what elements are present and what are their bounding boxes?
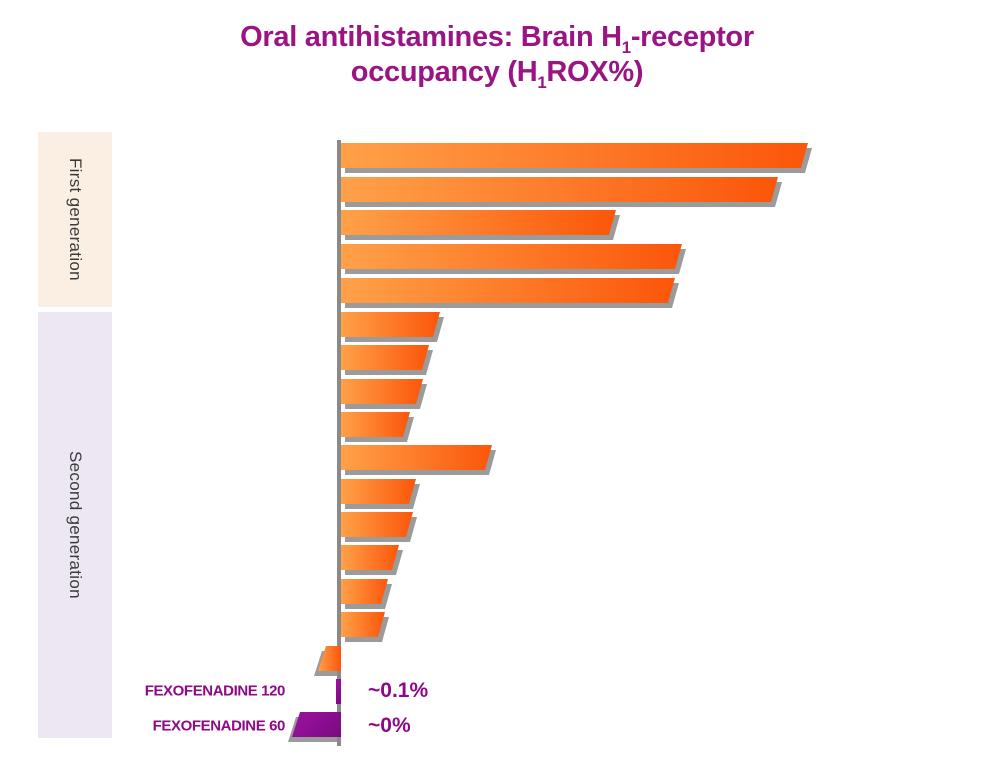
title-line-1-text: Oral antihistamines: Brain H [240,21,622,53]
bar-row-12 [341,512,413,537]
title-subscript-2: 1 [537,72,547,92]
annotation-label-fexofenadine-60: FEXOFENADINE 60 [152,717,286,735]
bar-row-5 [341,278,675,303]
bar-row-6 [341,312,440,337]
bar-row-8 [341,379,423,404]
bar-row-7 [341,345,429,370]
title-line-2-text: occupancy (H [350,56,538,88]
group-label-first-generation: First generation [66,158,85,281]
group-box-second-generation: Second generation [38,312,112,738]
bar-row-9 [341,412,410,437]
bar-row-14 [341,579,388,604]
bar-row-2 [341,177,778,202]
title-line-1-tail: -receptor [630,21,754,53]
bar-row-15 [341,612,385,637]
bar-row-11 [341,479,416,504]
group-box-first-generation: First generation [38,132,112,307]
title-line-2: occupancy (H1ROX%) [350,56,644,91]
bar-row-18 [292,712,341,737]
annotation-value-fexofenadine-120: ~0.1% [368,679,429,702]
bar-row-1 [341,143,808,168]
bar-row-10 [341,445,492,470]
chart-title: Oral antihistamines: Brain H1-receptor o… [97,20,897,91]
group-label-second-generation: Second generation [66,451,85,599]
bar-row-13 [341,545,399,570]
title-line-2-tail: ROX%) [546,56,644,88]
title-subscript-1: 1 [621,37,631,57]
title-line-1: Oral antihistamines: Brain H1-receptor [240,21,754,56]
bar-row-3 [341,210,616,235]
axis-baseline [337,140,341,746]
annotation-value-fexofenadine-60: ~0% [368,714,411,737]
annotation-label-fexofenadine-120: FEXOFENADINE 120 [144,682,286,700]
bar-row-17 [336,679,341,704]
bar-row-4 [341,244,682,269]
